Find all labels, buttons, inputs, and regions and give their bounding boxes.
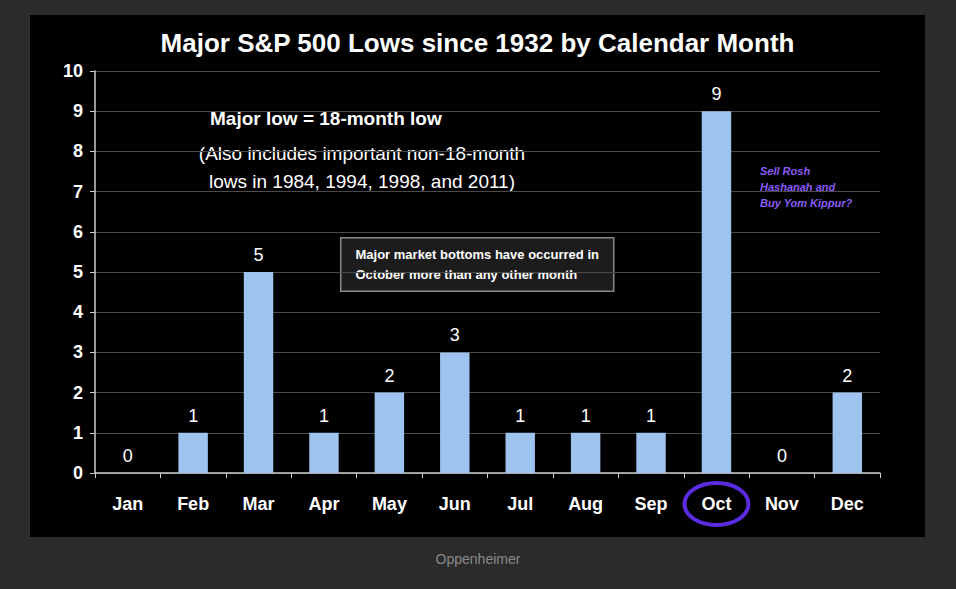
svg-text:Oct: Oct	[701, 494, 731, 514]
svg-text:May: May	[372, 494, 407, 514]
svg-text:1: 1	[581, 406, 591, 426]
svg-text:7: 7	[73, 182, 83, 202]
svg-text:Sep: Sep	[635, 494, 668, 514]
svg-text:5: 5	[73, 262, 83, 282]
svg-text:10: 10	[63, 61, 83, 81]
svg-text:Jan: Jan	[112, 494, 143, 514]
svg-text:Feb: Feb	[177, 494, 209, 514]
svg-text:Sell Rosh: Sell Rosh	[760, 165, 810, 177]
html-text:Oppenheimer: Oppenheimer	[435, 551, 521, 567]
svg-text:2: 2	[384, 366, 394, 386]
svg-text:0: 0	[123, 446, 133, 466]
svg-text:Jun: Jun	[439, 494, 471, 514]
svg-text:4: 4	[73, 302, 83, 322]
svg-text:5: 5	[254, 245, 264, 265]
svg-text:Nov: Nov	[765, 494, 799, 514]
svg-text:Dec: Dec	[831, 494, 864, 514]
svg-text:1: 1	[73, 423, 83, 443]
svg-text:1: 1	[515, 406, 525, 426]
svg-text:Major market bottoms have occu: Major market bottoms have occurred in	[356, 247, 600, 262]
svg-text:0: 0	[73, 463, 83, 483]
svg-text:Jul: Jul	[507, 494, 533, 514]
svg-text:3: 3	[450, 325, 460, 345]
svg-text:Hashanah and: Hashanah and	[760, 181, 836, 193]
svg-text:8: 8	[73, 141, 83, 161]
svg-text:Major low = 18-month low: Major low = 18-month low	[210, 108, 442, 129]
svg-text:6: 6	[73, 222, 83, 242]
svg-text:9: 9	[73, 101, 83, 121]
svg-text:3: 3	[73, 342, 83, 362]
svg-text:1: 1	[646, 406, 656, 426]
svg-text:1: 1	[188, 406, 198, 426]
svg-text:Apr: Apr	[308, 494, 339, 514]
svg-text:Buy Yom Kippur?: Buy Yom Kippur?	[760, 197, 853, 209]
svg-text:(Also includes important non-1: (Also includes important non-18-month	[199, 143, 525, 164]
svg-text:lows in 1984, 1994, 1998, and: lows in 1984, 1994, 1998, and 2011)	[209, 171, 515, 192]
svg-text:Aug: Aug	[568, 494, 603, 514]
svg-text:October more than any other mo: October more than any other month	[356, 267, 578, 282]
svg-text:2: 2	[842, 366, 852, 386]
svg-text:2: 2	[73, 383, 83, 403]
svg-text:Mar: Mar	[243, 494, 275, 514]
svg-text:0: 0	[777, 446, 787, 466]
svg-text:9: 9	[711, 84, 721, 104]
svg-text:1: 1	[319, 406, 329, 426]
svg-text:Major S&P 500 Lows since 1932: Major S&P 500 Lows since 1932 by Calenda…	[161, 28, 795, 58]
